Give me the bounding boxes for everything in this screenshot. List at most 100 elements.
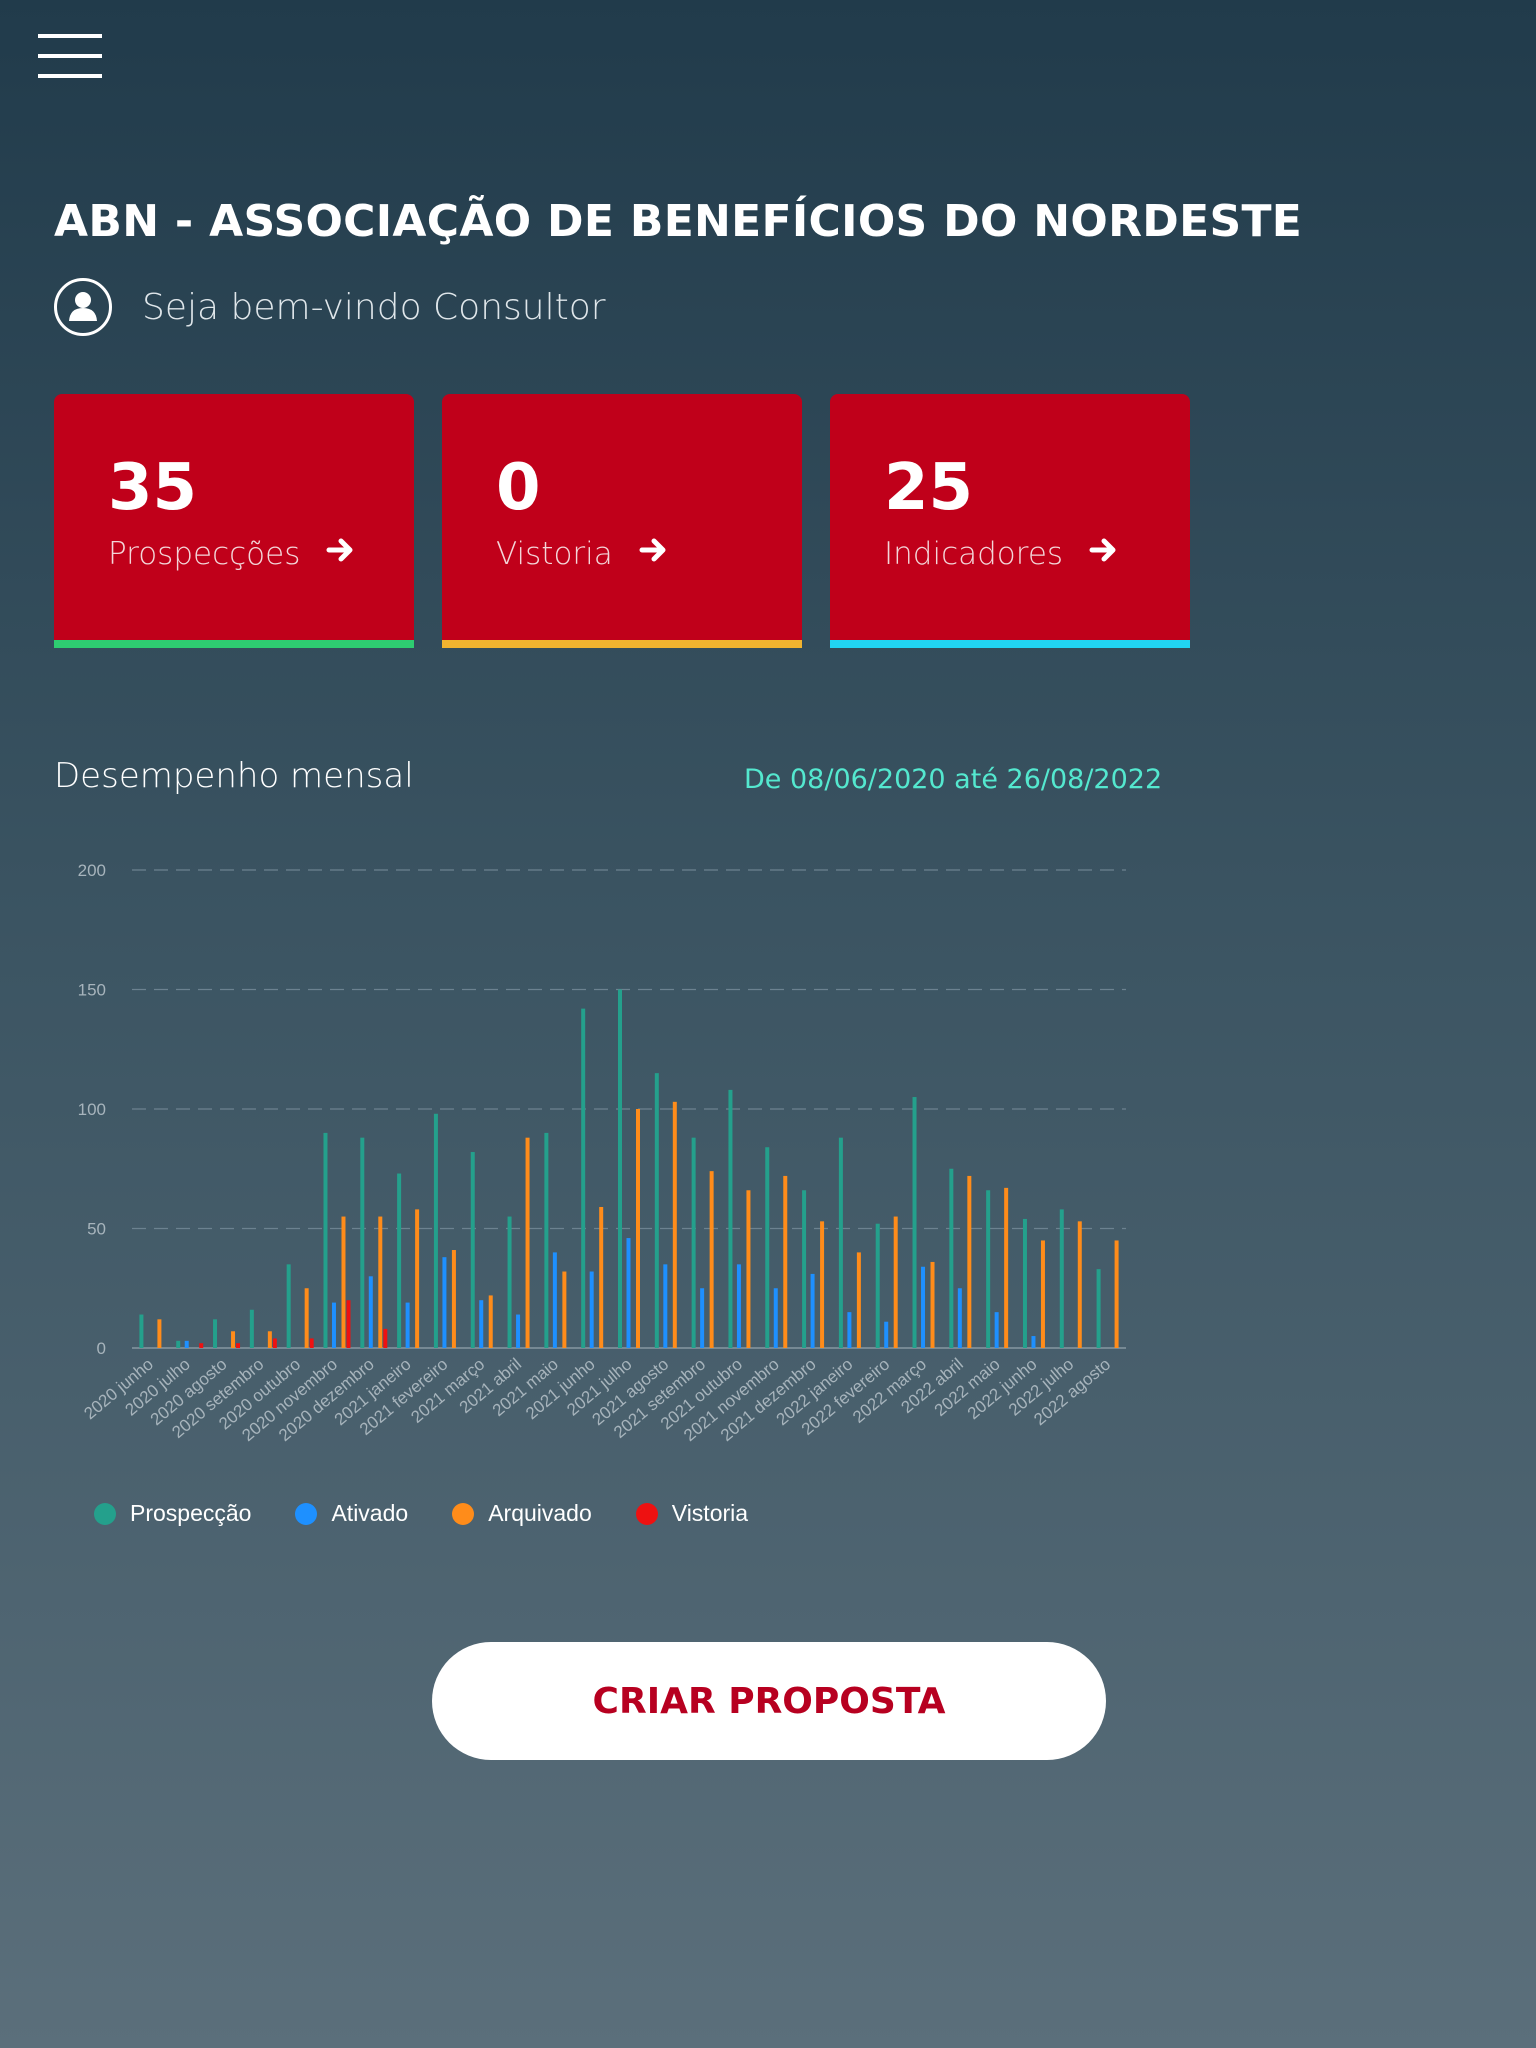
legend-item[interactable]: Prospecção [94, 1500, 251, 1527]
chart-bar [847, 1312, 852, 1348]
chart-bar [231, 1331, 236, 1348]
chart-bar [589, 1271, 594, 1348]
card-label: Indicadores [884, 536, 1064, 572]
card-value: 25 [884, 451, 974, 525]
chart-bar [199, 1343, 204, 1348]
chart-bar [552, 1252, 557, 1348]
chart-bar [802, 1190, 807, 1348]
chart-bar [949, 1168, 954, 1348]
chart-bar [636, 1109, 640, 1348]
chart-bar [912, 1097, 917, 1348]
chart-bar [626, 1238, 631, 1348]
chart-bar [479, 1300, 484, 1348]
legend-label: Prospecção [130, 1500, 252, 1526]
chart-bar [433, 1113, 438, 1348]
card-value: 35 [108, 451, 198, 525]
welcome-banner: Seja bem-vindo Consultor [54, 278, 606, 336]
chart-bar [378, 1216, 383, 1348]
chart-bar [236, 1343, 241, 1348]
welcome-text: Seja bem-vindo Consultor [142, 286, 606, 328]
chart-bar [323, 1132, 328, 1348]
chart-bar [618, 989, 622, 1348]
chart-bar [957, 1288, 962, 1348]
chart-bar [1040, 1240, 1045, 1348]
arrow-right-icon [1089, 536, 1119, 572]
chart-bar [709, 1171, 714, 1348]
create-proposal-button[interactable]: CRIAR PROPOSTA [432, 1642, 1106, 1760]
chart-bar [1059, 1209, 1064, 1348]
chart-bar [451, 1250, 456, 1348]
chart-bar [383, 1328, 388, 1348]
card-label-wrap: Vistoria [496, 536, 669, 572]
chart-bar [1004, 1187, 1009, 1348]
chart-bar [581, 1008, 586, 1348]
chart-bar [272, 1338, 277, 1348]
legend-dot [94, 1502, 116, 1525]
date-range[interactable]: De 08/06/2020 até 26/08/2022 [744, 764, 1163, 795]
chart-bar [470, 1152, 475, 1348]
chart-bar [1031, 1336, 1036, 1348]
legend-item[interactable]: Arquivado [452, 1500, 592, 1527]
chart-bar [884, 1321, 889, 1348]
section-title: Desempenho mensal [54, 756, 414, 796]
legend-label: Arquivado [488, 1500, 592, 1526]
chart-bar [856, 1252, 861, 1348]
chart-bar [368, 1276, 373, 1348]
user-avatar-icon [54, 278, 112, 336]
chart-bar [184, 1340, 189, 1348]
chart-bar [488, 1295, 493, 1348]
card-vistoria[interactable]: 0 Vistoria [442, 394, 802, 648]
chart-bar [765, 1147, 770, 1348]
chart-bar [773, 1288, 778, 1348]
legend-dot [452, 1502, 475, 1525]
chart-bar [746, 1190, 751, 1348]
chart-bar [691, 1137, 696, 1348]
summary-cards: 35 Prospecções 0 Vistoria 25 Indicadores [54, 394, 1190, 648]
chart-bar [360, 1137, 365, 1348]
chart-bar [442, 1257, 447, 1348]
card-value: 0 [496, 451, 541, 525]
chart-bar [700, 1288, 705, 1348]
chart-legend: Prospecção Ativado Arquivado Vistoria [94, 1500, 748, 1527]
card-label-wrap: Indicadores [884, 536, 1119, 572]
legend-label: Vistoria [671, 1500, 749, 1526]
chart-bar [875, 1223, 880, 1348]
chart-bar [893, 1216, 898, 1348]
chart-bar [599, 1206, 604, 1348]
y-tick-label: 200 [78, 861, 106, 880]
chart-bar [507, 1216, 512, 1348]
chart-bar [967, 1175, 972, 1348]
chart-bar [663, 1264, 668, 1348]
chart-bar [562, 1271, 567, 1348]
chart-bar [286, 1264, 291, 1348]
chart-bar [728, 1089, 733, 1348]
chart-bar [986, 1190, 991, 1348]
chart-bar [783, 1175, 788, 1348]
card-label: Prospecções [108, 536, 301, 572]
y-tick-label: 0 [97, 1339, 106, 1358]
chart-bar [1022, 1218, 1027, 1348]
chart-bar [810, 1273, 815, 1348]
card-indicadores[interactable]: 25 Indicadores [830, 394, 1190, 648]
legend-item[interactable]: Ativado [295, 1500, 408, 1527]
create-proposal-label: CRIAR PROPOSTA [592, 1680, 946, 1722]
legend-item[interactable]: Vistoria [635, 1500, 749, 1527]
card-prospeccoes[interactable]: 35 Prospecções [54, 394, 414, 648]
chart-bar [930, 1261, 935, 1348]
card-label-wrap: Prospecções [108, 536, 356, 572]
monthly-performance-chart: 0 50 100 150 200 2020 junho 2020 julho 2020 ago… [54, 850, 1154, 1450]
arrow-right-icon [639, 536, 669, 572]
chart-bar [1114, 1240, 1119, 1348]
legend-dot [295, 1502, 318, 1525]
hamburger-menu-icon[interactable] [38, 34, 102, 78]
y-tick-label: 50 [87, 1220, 106, 1239]
card-label: Vistoria [496, 536, 613, 572]
chart-bar [654, 1073, 659, 1348]
chart-bar [341, 1216, 346, 1348]
y-tick-label: 100 [78, 1100, 106, 1119]
arrow-right-icon [326, 536, 356, 572]
chart-bar [736, 1264, 741, 1348]
chart-bar [304, 1288, 309, 1348]
legend-label: Ativado [331, 1500, 409, 1526]
chart-bar [820, 1221, 825, 1348]
